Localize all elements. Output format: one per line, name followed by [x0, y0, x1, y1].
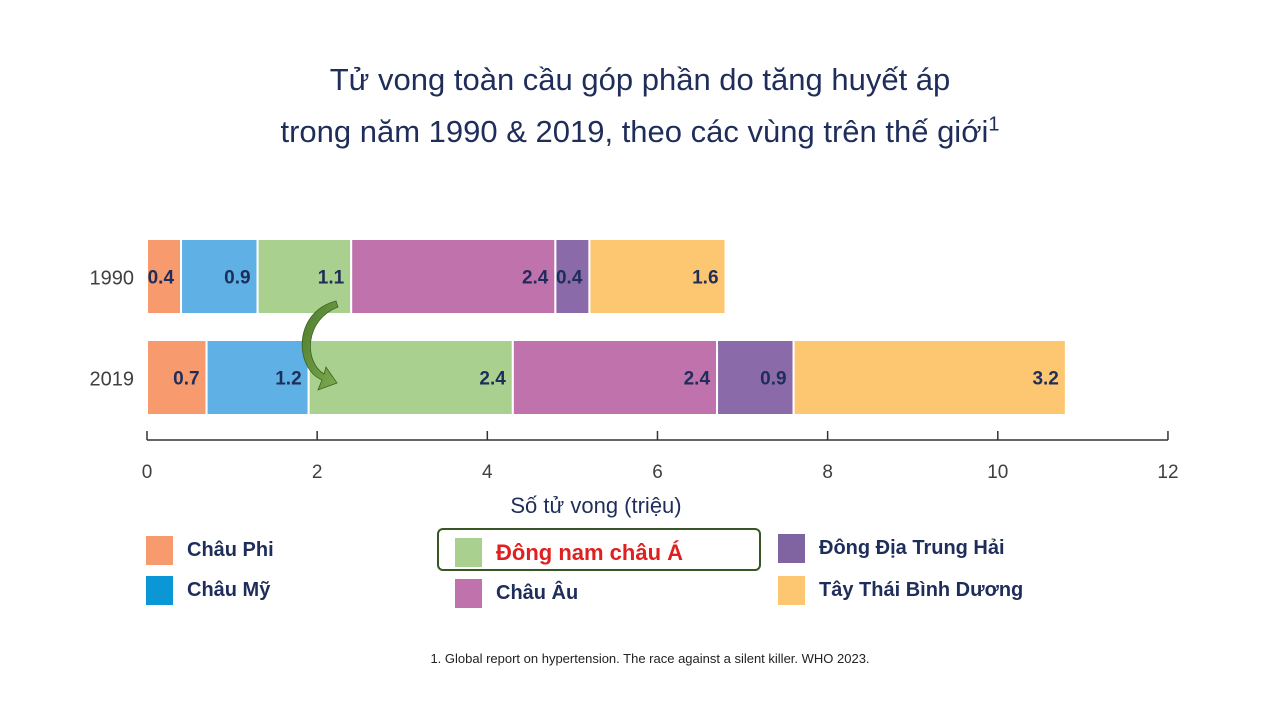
data-label-1990-tay-thai-binh-duong: 1.6 [692, 268, 718, 289]
data-label-1990-chau-my: 0.9 [224, 268, 250, 289]
legend-item-chau-my: Châu Mỹ [146, 576, 270, 605]
legend-swatch-chau-phi [146, 536, 173, 565]
legend-swatch-tay-thai-binh-duong [778, 576, 805, 605]
chart-title-line-2-text: trong năm 1990 & 2019, theo các vùng trê… [280, 114, 989, 149]
bar-1990-dong-dia-trung-hai [554, 238, 591, 315]
bar-2019-chau-au [511, 339, 719, 416]
trend-arrow-icon [301, 300, 339, 391]
data-label-2019-chau-my: 1.2 [275, 369, 301, 390]
legend-label-chau-my: Châu Mỹ [187, 579, 271, 601]
legend-label-dong-nam-chau-a: Đông nam châu Á [496, 539, 684, 565]
legend-item-chau-phi: Châu Phi [146, 536, 274, 565]
title-footnote-marker: 1 [988, 113, 1000, 136]
x-tick-label-4: 4 [482, 462, 493, 483]
legend-swatch-chau-au [455, 579, 482, 608]
legend-label-chau-au: Châu Âu [496, 582, 579, 604]
bar-2019-tay-thai-binh-duong [792, 339, 1067, 416]
x-tick-label-0: 0 [142, 462, 153, 483]
legend-item-dong-nam-chau-a: Đông nam châu Á [455, 538, 683, 567]
category-label-1990: 1990 [90, 268, 135, 290]
data-label-2019-dong-dia-trung-hai: 0.9 [760, 369, 786, 390]
x-axis-title: Số tử vong (triệu) [510, 493, 681, 518]
data-label-1990-dong-dia-trung-hai: 0.4 [556, 268, 583, 289]
data-label-2019-chau-au: 2.4 [684, 369, 711, 390]
legend-item-chau-au: Châu Âu [455, 579, 578, 608]
data-label-2019-tay-thai-binh-duong: 3.2 [1032, 369, 1058, 390]
legend-swatch-chau-my [146, 576, 173, 605]
bar-2019-chau-my [205, 339, 310, 416]
footnote: 1. Global report on hypertension. The ra… [430, 651, 870, 666]
legend-label-dong-dia-trung-hai: Đông Địa Trung Hải [819, 537, 1005, 559]
x-tick-label-12: 12 [1157, 462, 1178, 483]
bar-2019-dong-dia-trung-hai [716, 339, 795, 416]
legend-swatch-dong-dia-trung-hai [778, 534, 805, 563]
bar-2019-dong-nam-chau-a [307, 339, 514, 416]
x-tick-label-2: 2 [312, 462, 323, 483]
legend-label-chau-phi: Châu Phi [187, 539, 274, 561]
legend-swatch-dong-nam-chau-a [455, 538, 482, 567]
chart-title-line-1: Tử vong toàn cầu góp phần do tăng huyết … [329, 62, 951, 97]
legend-label-tay-thai-binh-duong: Tây Thái Bình Dương [819, 579, 1024, 601]
category-label-2019: 2019 [90, 369, 135, 391]
data-label-1990-dong-nam-chau-a: 1.1 [318, 268, 345, 289]
legend-highlight-box [437, 528, 761, 571]
x-tick-label-6: 6 [652, 462, 663, 483]
x-tick-label-8: 8 [822, 462, 833, 483]
data-label-2019-dong-nam-chau-a: 2.4 [479, 369, 506, 390]
bar-1990-chau-my [180, 238, 259, 315]
legend-item-dong-dia-trung-hai: Đông Địa Trung Hải [778, 534, 1005, 563]
chart-title-line-2: trong năm 1990 & 2019, theo các vùng trê… [0, 114, 1280, 150]
bar-1990-tay-thai-binh-duong [588, 238, 727, 315]
legend-item-tay-thai-binh-duong: Tây Thái Bình Dương [778, 576, 1023, 605]
data-label-2019-chau-phi: 0.7 [173, 369, 199, 390]
bar-2019-chau-phi [146, 339, 208, 416]
data-label-1990-chau-phi: 0.4 [148, 268, 175, 289]
data-label-1990-chau-au: 2.4 [522, 268, 549, 289]
x-tick-label-10: 10 [987, 462, 1008, 483]
